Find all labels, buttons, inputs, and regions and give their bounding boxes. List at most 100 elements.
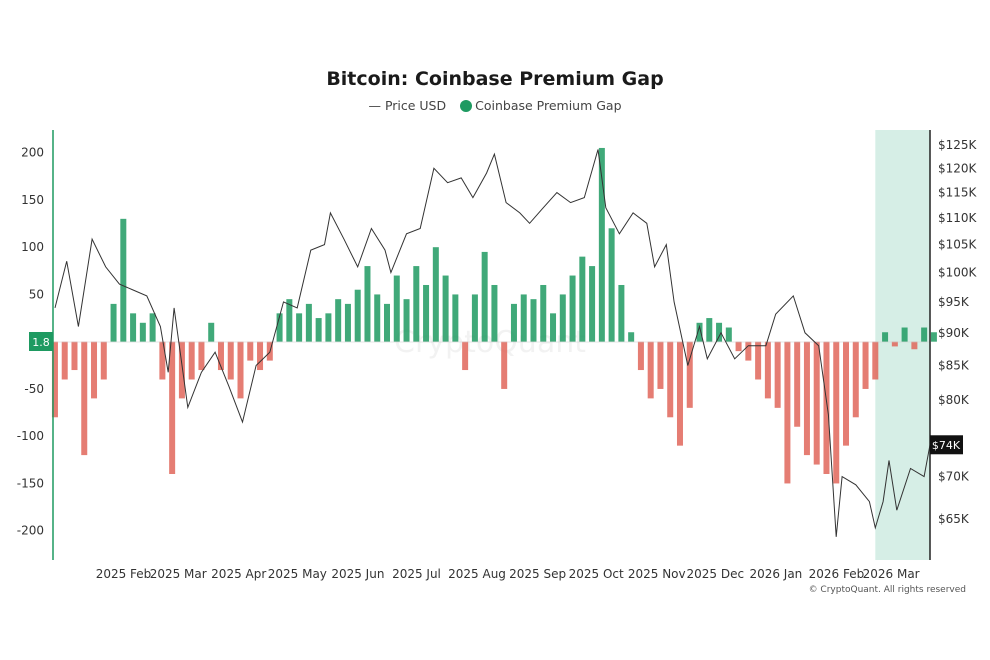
premium-gap-bar [501,341,508,389]
premium-gap-bar [891,341,898,347]
premium-gap-bar [403,299,410,342]
premium-gap-bar [843,341,850,446]
premium-gap-bar [764,341,771,399]
left-tick-label: -100 [17,429,44,443]
right-axis-ticks: $125K $120K $115K $110K $105K $100K $95K $90K $8… [938,138,978,526]
premium-gap-bar [247,341,254,361]
premium-gap-bar [286,299,293,342]
x-tick-label: 2025 Feb [96,567,152,581]
premium-gap-bar [169,341,176,474]
highlight-region [875,130,930,560]
left-tick-label: 150 [21,193,44,207]
premium-gap-bar [911,341,918,350]
left-tick-label: -200 [17,524,44,538]
premium-gap-bar [794,341,801,427]
premium-gap-bar [706,318,713,342]
price-line [54,149,931,537]
watermark: CryptoQuant [394,325,586,360]
premium-gap-bar [344,303,351,342]
legend-dot-icon [460,100,473,112]
premium-gap-bar [579,256,586,342]
premium-gap-bar [442,275,449,342]
premium-gap-bar [569,275,576,342]
premium-gap-bar [608,228,615,342]
premium-gap-bar [872,341,879,380]
premium-gap-bar [510,303,517,342]
premium-gap-bar [852,341,859,418]
premium-gap-bar [393,275,400,342]
premium-gap-bar [51,341,58,418]
premium-gap-bar [257,341,264,371]
premium-gap-bar [589,266,596,342]
premium-gap-bar [882,332,889,342]
premium-gap-bar [315,318,322,342]
premium-gap-bar [354,289,361,342]
premium-gap-bar [462,341,469,371]
premium-gap-bar [716,322,723,342]
premium-gap-bar [628,332,635,342]
left-current-badge: 1.8 [29,332,53,351]
legend-label: Coinbase Premium Gap [475,98,622,113]
copyright: © CryptoQuant. All rights reserved [808,585,966,595]
premium-gap-bar [725,327,732,342]
premium-gap-bar [803,341,810,456]
x-tick-label: 2025 Sep [509,567,566,581]
premium-gap-bar [159,341,166,380]
premium-gap-bar [71,341,78,371]
premium-gap-bar [696,322,703,342]
premium-gap-bar [930,332,937,342]
legend-premium-gap[interactable]: Coinbase Premium Gap [450,98,622,113]
right-tick-label: $100K [938,266,978,280]
right-tick-label: $70K [938,470,970,484]
premium-gap-bar [198,341,205,371]
premium-gap-bar [61,341,68,380]
right-tick-label: $65K [938,512,970,526]
premium-gap-bar [178,341,185,399]
premium-gap-bar [432,247,439,342]
premium-gap-bar [100,341,107,380]
premium-gap-bar [384,303,391,342]
premium-gap-bar [452,294,459,342]
legend-price-usd[interactable]: — Price USD [368,98,447,113]
premium-gap-bar [208,322,215,342]
x-tick-label: 2025 Nov [628,567,686,581]
premium-gap-bar [471,294,478,342]
premium-gap-bar [530,299,537,342]
premium-gap-bar [550,313,557,342]
premium-gap-bar [813,341,820,465]
left-current-value: 1.8 [32,336,50,349]
premium-gap-bar [676,341,683,446]
premium-gap-bar [686,341,693,408]
x-tick-label: 2025 Oct [569,567,624,581]
premium-gap-bar [149,313,156,342]
premium-gap-bar [130,313,137,342]
legend-label: Price USD [384,98,447,113]
left-tick-label: 50 [29,287,44,301]
right-tick-label: $85K [938,359,970,373]
premium-gap-bar [364,266,371,342]
premium-gap-bar [755,341,762,380]
x-tick-label: 2026 Mar [863,567,920,581]
x-tick-label: 2025 Apr [211,567,266,581]
right-current-value: $74K [932,439,961,452]
premium-gap-bar [520,294,527,342]
x-tick-label: 2025 Dec [687,567,745,581]
premium-gap-bar [413,266,420,342]
premium-gap-bar [335,299,342,342]
premium-gap-bar [745,341,752,361]
premium-gap-bar [784,341,791,484]
premium-gap-bars [51,147,937,484]
x-tick-label: 2025 Aug [448,567,506,581]
left-axis-ticks: 200 150 100 50 -50 -100 -150 -200 [17,146,44,538]
premium-gap-bar [305,303,312,342]
premium-gap-bar [139,322,146,342]
premium-gap-bar [774,341,781,408]
premium-gap-bar [423,284,430,342]
right-tick-label: $125K [938,138,978,152]
right-tick-label: $110K [938,211,978,225]
x-tick-label: 2026 Feb [809,567,865,581]
premium-gap-bar [618,284,625,342]
x-tick-label: 2025 Mar [150,567,207,581]
premium-gap-bar [823,341,830,474]
right-tick-label: $120K [938,161,978,175]
